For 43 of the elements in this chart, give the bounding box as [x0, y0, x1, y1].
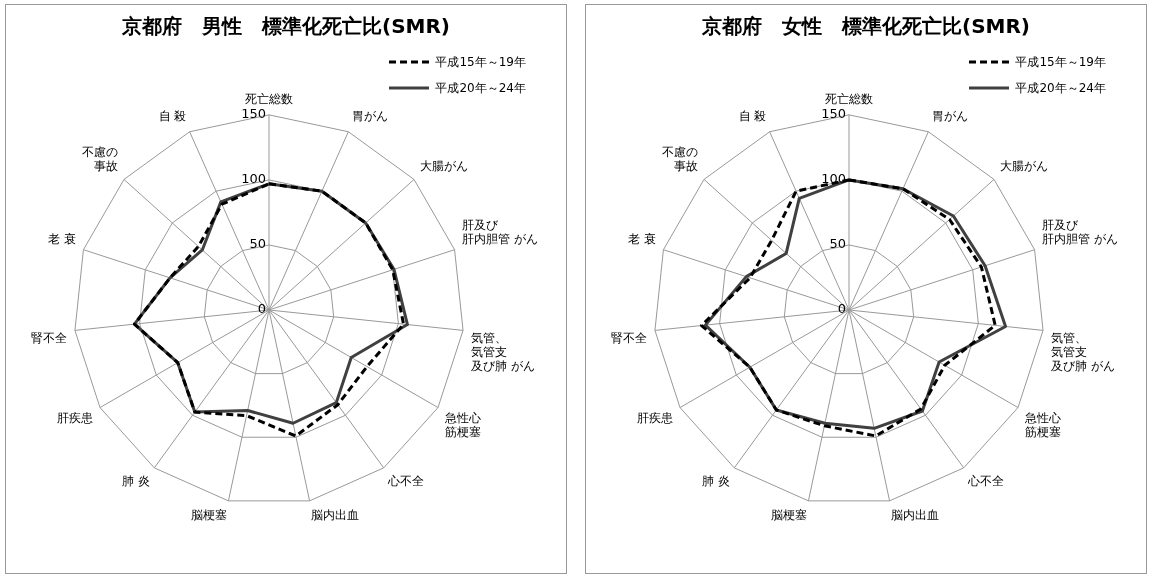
spoke-label: 肺 炎	[121, 473, 150, 488]
spoke-label: 心不全	[967, 473, 1005, 488]
spoke-label: 肝及び肝内胆管 がん	[462, 217, 539, 247]
y-tick-label: 0	[837, 301, 846, 317]
spoke-label: 気管、気管支及び肺 がん	[1051, 330, 1115, 374]
spoke-label: 不慮の事故	[662, 144, 699, 174]
spoke-label: 大腸がん	[999, 159, 1048, 174]
legend-label: 平成20年～24年	[1015, 79, 1106, 97]
spoke-label: 不慮の事故	[82, 144, 119, 174]
spoke-label: 老 衰	[627, 232, 656, 247]
spoke-label: 胃がん	[351, 109, 388, 124]
spoke-label: 大腸がん	[419, 159, 468, 174]
spoke-label: 脳梗塞	[190, 508, 227, 523]
spoke-label: 自 殺	[738, 109, 767, 124]
spoke-label: 自 殺	[158, 109, 187, 124]
spoke-label: 腎不全	[610, 330, 647, 345]
spoke-label: 脳梗塞	[770, 508, 807, 523]
y-tick-label: 150	[241, 106, 266, 122]
spoke-label: 胃がん	[931, 109, 968, 124]
spoke-label: 肝疾患	[637, 410, 674, 425]
y-tick-label: 150	[821, 106, 846, 122]
legend-label: 平成15年～19年	[435, 53, 526, 71]
y-tick-label: 50	[249, 236, 266, 252]
spoke-label: 脳内出血	[891, 508, 940, 523]
spoke-label: 死亡総数	[245, 91, 293, 106]
legend-label: 平成20年～24年	[435, 79, 526, 97]
spoke-label: 急性心筋梗塞	[1023, 410, 1061, 440]
spoke-label: 腎不全	[30, 330, 67, 345]
chart-title: 京都府 男性 標準化死亡比(SMR)	[121, 13, 451, 40]
spoke-label: 老 衰	[47, 232, 76, 247]
spoke-label: 気管、気管支及び肺 がん	[471, 330, 535, 374]
spoke-label: 急性心筋梗塞	[443, 410, 481, 440]
spoke-label: 肺 炎	[701, 473, 730, 488]
spoke-label: 心不全	[387, 473, 425, 488]
y-tick-label: 50	[829, 236, 846, 252]
spoke-label: 肝疾患	[57, 410, 94, 425]
spoke-label: 肝及び肝内胆管 がん	[1042, 217, 1119, 247]
spoke-label: 脳内出血	[311, 508, 360, 523]
legend-label: 平成15年～19年	[1015, 53, 1106, 71]
chart-title: 京都府 女性 標準化死亡比(SMR)	[701, 13, 1031, 40]
spoke-label: 死亡総数	[825, 91, 873, 106]
y-tick-label: 100	[241, 171, 266, 187]
y-tick-label: 0	[257, 301, 266, 317]
